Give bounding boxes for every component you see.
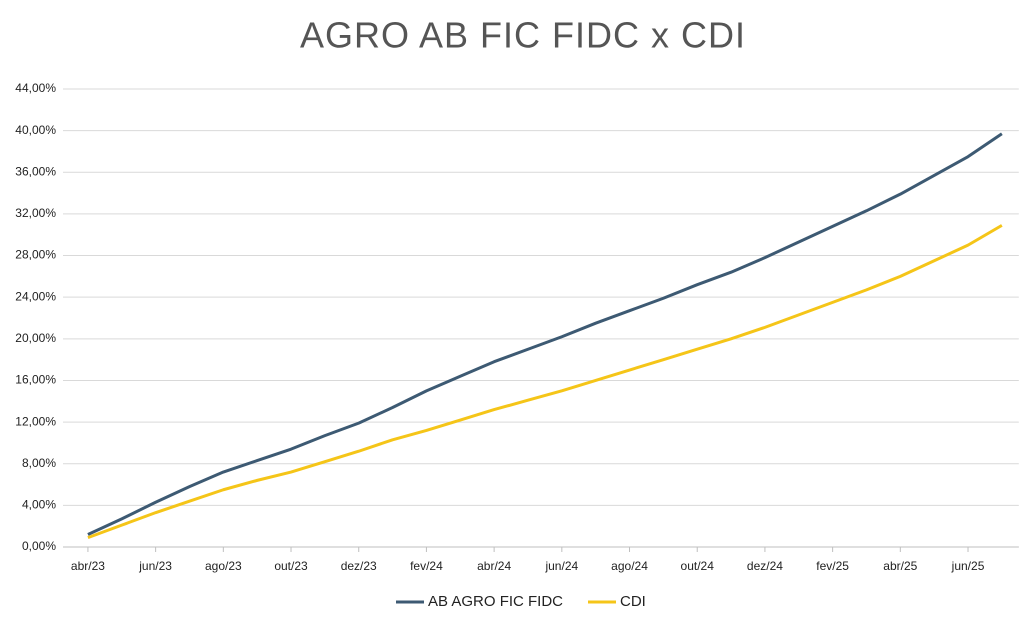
x-tick-label: ago/23	[205, 559, 242, 573]
x-tick-label: abr/23	[71, 559, 105, 573]
x-tick-label: fev/25	[816, 559, 849, 573]
x-tick-label: fev/24	[410, 559, 443, 573]
y-tick-label: 40,00%	[15, 123, 56, 137]
x-tick-label: abr/25	[883, 559, 917, 573]
y-tick-label: 12,00%	[15, 414, 56, 428]
chart-title: AGRO AB FIC FIDC x CDI	[300, 15, 746, 56]
x-tick-label: out/24	[681, 559, 715, 573]
x-tick-label: abr/24	[477, 559, 511, 573]
y-tick-label: 16,00%	[15, 373, 56, 387]
legend-label: AB AGRO FIC FIDC	[428, 593, 563, 610]
x-tick-label: jun/24	[544, 559, 578, 573]
y-tick-label: 0,00%	[22, 539, 56, 553]
x-tick-label: dez/23	[341, 559, 377, 573]
y-tick-label: 4,00%	[22, 498, 56, 512]
x-tick-label: dez/24	[747, 559, 783, 573]
x-tick-label: ago/24	[611, 559, 648, 573]
legend-label: CDI	[620, 593, 646, 610]
x-tick-label: jun/23	[138, 559, 172, 573]
y-tick-label: 32,00%	[15, 206, 56, 220]
y-tick-label: 20,00%	[15, 331, 56, 345]
y-tick-label: 24,00%	[15, 289, 56, 303]
x-tick-label: out/23	[274, 559, 308, 573]
x-tick-label: jun/25	[951, 559, 985, 573]
series-line	[87, 132, 1003, 536]
y-tick-label: 44,00%	[15, 81, 56, 95]
y-tick-label: 28,00%	[15, 248, 56, 262]
y-tick-label: 36,00%	[15, 164, 56, 178]
series-line	[87, 224, 1003, 540]
y-tick-label: 8,00%	[22, 456, 56, 470]
